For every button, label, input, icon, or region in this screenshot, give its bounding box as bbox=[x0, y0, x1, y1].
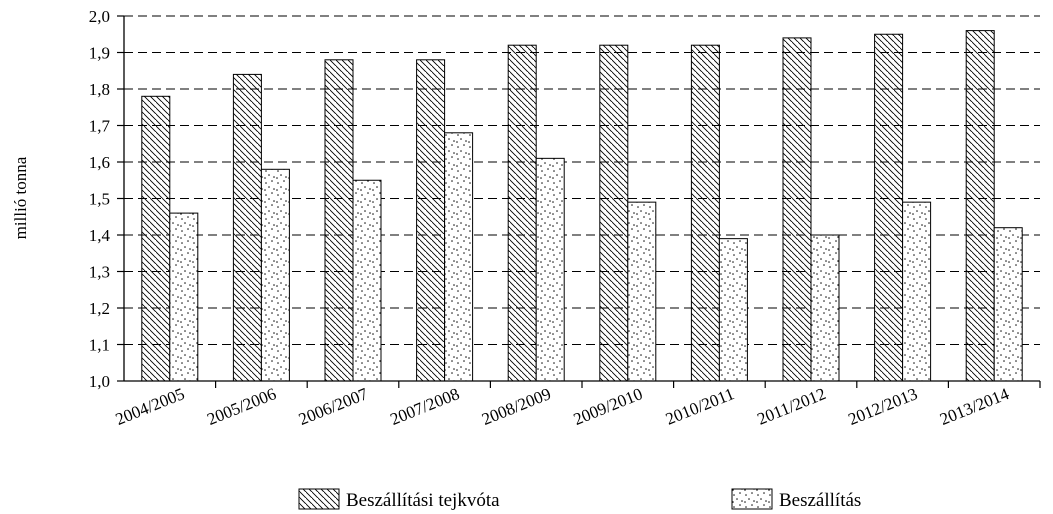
bar-quota bbox=[507, 44, 537, 382]
bar-delivery bbox=[627, 201, 657, 382]
y-tick-label: 2,0 bbox=[89, 7, 110, 26]
bar-quota bbox=[324, 59, 354, 382]
bar-delivery bbox=[260, 168, 290, 382]
x-tick-label: 2006/2007 bbox=[296, 384, 371, 429]
bar-delivery bbox=[810, 234, 840, 382]
bar-delivery bbox=[352, 179, 382, 382]
legend: Beszállítási tejkvóta Beszállítás bbox=[298, 488, 861, 511]
y-tick-label: 1,1 bbox=[89, 336, 110, 355]
x-tick-label: 2007/2008 bbox=[388, 384, 463, 429]
x-tick-label: 2011/2012 bbox=[755, 384, 829, 429]
y-tick-label: 1,7 bbox=[89, 117, 111, 136]
x-tick-label: 2013/2014 bbox=[937, 384, 1012, 429]
bar-quota bbox=[599, 44, 629, 382]
x-tick-label: 2012/2013 bbox=[846, 384, 921, 429]
x-tick-label: 2010/2011 bbox=[663, 384, 737, 429]
y-tick-label: 1,3 bbox=[89, 263, 110, 282]
bar-delivery bbox=[444, 132, 474, 382]
x-tick-label: 2004/2005 bbox=[113, 384, 188, 429]
y-tick-label: 1,0 bbox=[89, 372, 110, 391]
bar-quota bbox=[416, 59, 446, 382]
bar-delivery bbox=[993, 227, 1023, 382]
bar-quota bbox=[690, 44, 720, 382]
y-tick-label: 1,9 bbox=[89, 44, 110, 63]
y-tick-label: 1,8 bbox=[89, 80, 110, 99]
y-tick-label: 1,5 bbox=[89, 190, 110, 209]
legend-swatch-hatch bbox=[298, 488, 340, 510]
x-tick-label: 2008/2009 bbox=[479, 384, 554, 429]
legend-label-quota: Beszállítási tejkvóta bbox=[346, 490, 500, 511]
legend-label-delivery: Beszállítás bbox=[779, 490, 861, 511]
bars bbox=[141, 30, 1023, 382]
bar-quota bbox=[965, 30, 995, 382]
bar-quota bbox=[874, 33, 904, 382]
legend-swatch-dots bbox=[731, 488, 773, 510]
bar-quota bbox=[782, 37, 812, 382]
y-tick-label: 1,6 bbox=[89, 153, 110, 172]
bar-delivery bbox=[169, 212, 199, 382]
bar-delivery bbox=[535, 157, 565, 382]
x-tick-label: 2005/2006 bbox=[204, 384, 279, 429]
bar-quota bbox=[232, 73, 262, 382]
y-axis-label: millió tonna bbox=[11, 156, 30, 239]
y-tick-label: 1,4 bbox=[89, 226, 111, 245]
bar-quota bbox=[141, 95, 171, 382]
x-tick-label: 2009/2010 bbox=[571, 384, 646, 429]
bar-delivery bbox=[718, 238, 748, 382]
bar-delivery bbox=[902, 201, 932, 382]
y-tick-label: 1,2 bbox=[89, 299, 110, 318]
